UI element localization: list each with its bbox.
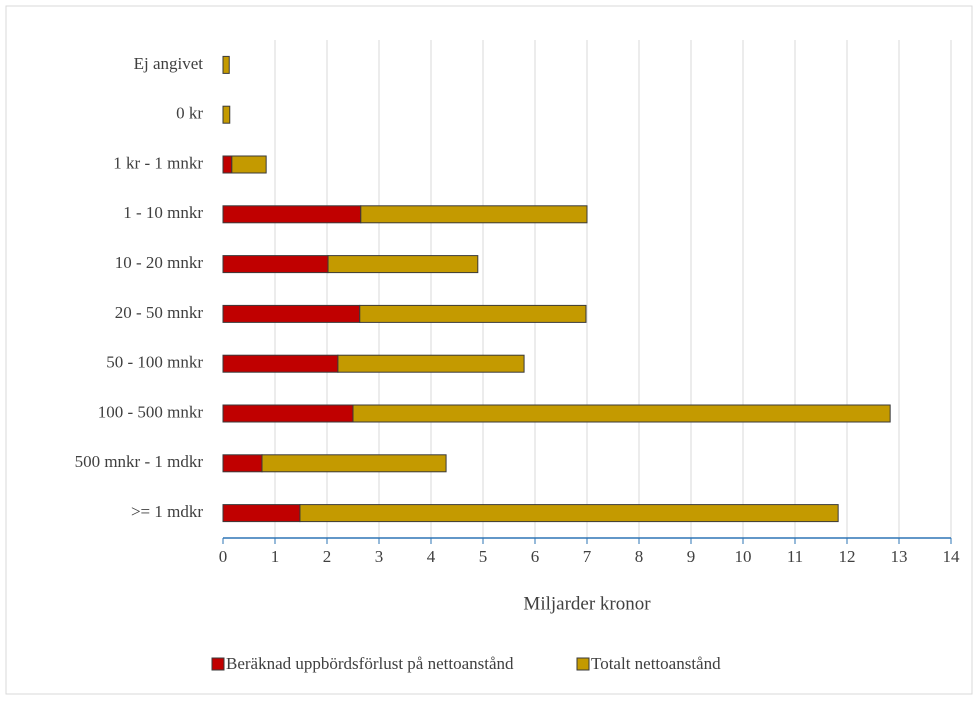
x-tick-label: 1: [271, 547, 280, 566]
bar-segment: [352, 404, 891, 423]
x-tick-label: 10: [735, 547, 752, 566]
x-tick-label: 0: [219, 547, 228, 566]
bar-segment: [222, 105, 231, 124]
legend-swatch: [576, 657, 590, 671]
x-tick-label: 3: [375, 547, 384, 566]
x-tick-label: 7: [583, 547, 592, 566]
y-tick-label: 500 mnkr - 1 mdkr: [75, 452, 204, 471]
y-tick-label: 1 kr - 1 mnkr: [113, 153, 203, 172]
bar-segment: [222, 454, 263, 473]
bar-segment: [222, 354, 339, 373]
legend-label: Totalt nettoanstånd: [591, 654, 721, 673]
chart-frame: [5, 5, 973, 695]
x-tick-label: 4: [427, 547, 436, 566]
bar-segment: [299, 504, 839, 523]
bar-segment: [222, 255, 329, 274]
x-tick-label: 8: [635, 547, 644, 566]
legend-swatch: [211, 657, 225, 671]
bar-segment: [360, 205, 588, 224]
bar-segment: [222, 304, 361, 323]
y-tick-label: 100 - 500 mnkr: [98, 402, 204, 421]
x-tick-label: 11: [787, 547, 803, 566]
x-tick-label: 2: [323, 547, 332, 566]
x-tick-label: 12: [839, 547, 856, 566]
bar-segment: [327, 255, 479, 274]
y-tick-label: Ej angivet: [134, 54, 204, 73]
bar-segment: [222, 205, 362, 224]
bar-segment: [359, 304, 587, 323]
y-tick-label: 20 - 50 mnkr: [115, 303, 204, 322]
y-tick-label: 10 - 20 mnkr: [115, 253, 204, 272]
x-axis-title: Miljarder kronor: [523, 593, 651, 614]
y-tick-label: 0 kr: [176, 104, 203, 123]
bar-segment: [231, 155, 267, 174]
bar-segment: [222, 55, 230, 74]
y-tick-label: >= 1 mdkr: [131, 502, 203, 521]
y-tick-label: 50 - 100 mnkr: [106, 353, 203, 372]
x-tick-label: 6: [531, 547, 540, 566]
bar-segment: [222, 404, 354, 423]
x-tick-label: 5: [479, 547, 488, 566]
legend-label: Beräknad uppbördsförlust på nettoanstånd: [226, 654, 514, 673]
bar-segment: [222, 504, 301, 523]
x-tick-label: 9: [687, 547, 696, 566]
bar-segment: [222, 155, 233, 174]
bar-segment: [261, 454, 447, 473]
bar-segment: [337, 354, 525, 373]
x-tick-label: 14: [943, 547, 961, 566]
y-tick-label: 1 - 10 mnkr: [123, 203, 203, 222]
x-tick-label: 13: [891, 547, 908, 566]
